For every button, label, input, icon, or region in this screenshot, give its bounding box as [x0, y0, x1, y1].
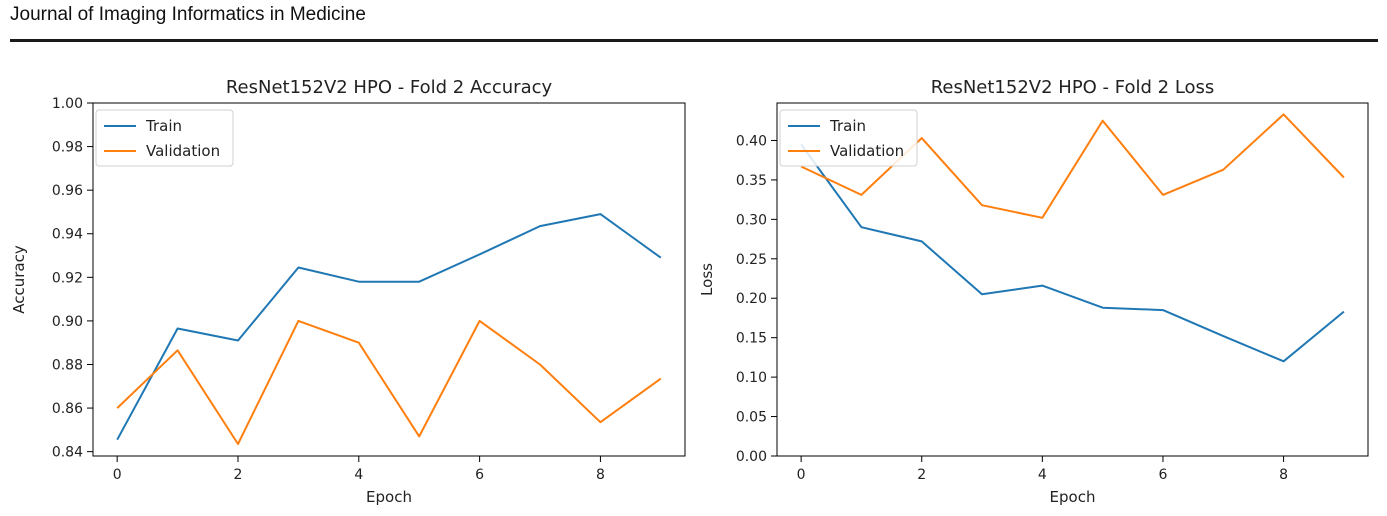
y-tick-label: 0.15: [736, 331, 767, 347]
x-tick-label: 0: [113, 467, 122, 483]
y-tick-label: 0.90: [52, 314, 83, 330]
x-axis-title: Epoch: [1050, 488, 1096, 506]
x-axis-title: Epoch: [366, 488, 412, 506]
y-tick-label: 0.94: [52, 227, 83, 243]
header-rule: [10, 39, 1378, 42]
y-tick-label: 1.00: [52, 96, 83, 112]
y-tick-label: 0.35: [736, 173, 767, 189]
accuracy-chart: ResNet152V2 HPO - Fold 2 Accuracy 0.84 0.8…: [10, 77, 686, 506]
y-tick-label: 0.25: [736, 252, 767, 268]
journal-header: Journal of Imaging Informatics in Medici…: [10, 4, 366, 25]
x-tick-label: 8: [596, 467, 605, 483]
x-tick-label: 8: [1279, 467, 1288, 483]
y-tick-label: 0.88: [52, 357, 83, 373]
x-tick-label: 2: [917, 467, 926, 483]
chart-title: ResNet152V2 HPO - Fold 2 Accuracy: [226, 77, 553, 98]
legend-label-validation: Validation: [146, 142, 220, 160]
y-tick-label: 0.96: [52, 183, 83, 199]
y-tick-label: 0.00: [736, 449, 767, 465]
y-tick-label: 0.10: [736, 370, 767, 386]
y-tick-label: 0.20: [736, 291, 767, 307]
legend-label-train: Train: [829, 117, 866, 135]
x-tick-label: 4: [1038, 467, 1047, 483]
x-tick-label: 6: [475, 467, 484, 483]
y-tick-label: 0.30: [736, 212, 767, 228]
plot-frame: [776, 102, 1369, 457]
plot-frame: [92, 102, 686, 457]
x-tick-label: 4: [354, 467, 363, 483]
series-line-train: [116, 213, 662, 441]
y-axis-title: Loss: [698, 263, 716, 296]
x-tick-label: 6: [1158, 467, 1167, 483]
legend-label-train: Train: [145, 117, 182, 135]
legend-label-validation: Validation: [830, 142, 904, 160]
x-tick-label: 2: [234, 467, 243, 483]
y-tick-label: 0.92: [52, 270, 83, 286]
y-tick-label: 0.86: [52, 401, 83, 417]
chart-title: ResNet152V2 HPO - Fold 2 Loss: [931, 77, 1215, 98]
y-tick-label: 0.84: [52, 445, 83, 461]
series-line-validation: [116, 319, 662, 445]
y-axis-title: Accuracy: [10, 245, 28, 314]
x-tick-label: 0: [797, 467, 806, 483]
y-tick-label: 0.05: [736, 410, 767, 426]
y-tick-label: 0.98: [52, 140, 83, 156]
y-tick-label: 0.40: [736, 133, 767, 149]
series-line-train: [800, 143, 1345, 363]
